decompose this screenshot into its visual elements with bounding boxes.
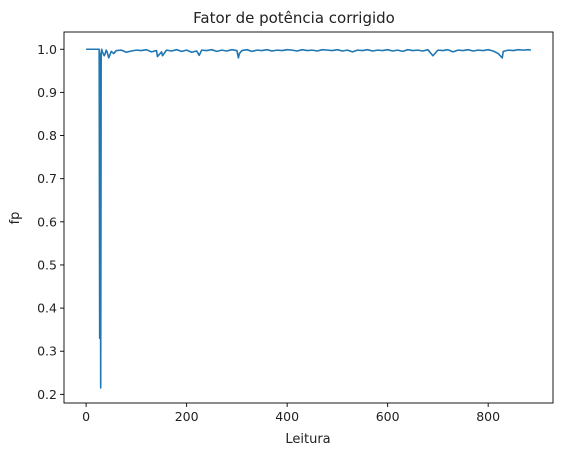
plot-area: 0 200 400 600 800 0.2 0.3 0.4 0.5 0.6 0.7 0.8 0.9 1.0 xyxy=(37,31,554,424)
y-tick-label: 0.8 xyxy=(37,128,57,143)
y-tick-label: 1.0 xyxy=(37,42,57,57)
y-tick-label: 0.5 xyxy=(37,257,57,272)
x-tick-label: 600 xyxy=(376,409,400,424)
y-tick-label: 0.7 xyxy=(37,171,57,186)
y-tick-label: 0.6 xyxy=(37,214,57,229)
x-axis-label: Leitura xyxy=(285,432,330,447)
chart-title: Fator de potência corrigido xyxy=(193,9,395,27)
y-axis-label: fp xyxy=(8,212,23,225)
y-tick-label: 0.9 xyxy=(37,85,57,100)
x-tick-label: 800 xyxy=(476,409,500,424)
y-tick-label: 0.3 xyxy=(37,344,57,359)
x-tick-label: 400 xyxy=(275,409,299,424)
y-tick-label: 0.2 xyxy=(37,387,57,402)
x-tick-label: 200 xyxy=(175,409,199,424)
plot-frame xyxy=(63,31,554,404)
x-tick-label: 0 xyxy=(82,409,90,424)
y-tick-label: 0.4 xyxy=(37,301,57,316)
series-line-0 xyxy=(86,48,532,389)
